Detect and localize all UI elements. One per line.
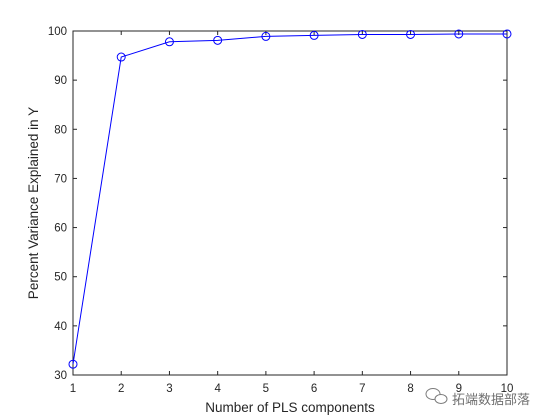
data-point xyxy=(68,359,78,369)
data-point xyxy=(357,29,367,39)
y-tick-label: 100 xyxy=(48,26,67,38)
y-tick-label: 80 xyxy=(54,124,67,136)
data-point xyxy=(164,37,174,47)
y-tick-label: 60 xyxy=(54,223,67,235)
x-tick-label: 5 xyxy=(263,383,269,395)
x-tick-label: 10 xyxy=(501,383,514,395)
data-point xyxy=(309,30,319,40)
plot-area xyxy=(72,30,508,376)
x-axis-label: Number of PLS components xyxy=(205,400,375,415)
data-point xyxy=(116,52,126,62)
x-tick-label: 3 xyxy=(166,383,172,395)
y-tick-label: 70 xyxy=(54,173,67,185)
y-axis-label: Percent Variance Explained in Y xyxy=(26,107,41,299)
data-point xyxy=(502,29,512,39)
chat-bubble-icon xyxy=(425,388,448,404)
y-tick-label: 30 xyxy=(54,370,67,382)
series-layer xyxy=(68,29,512,369)
watermark-text: 拓端数据部落 xyxy=(452,393,530,408)
x-tick-label: 4 xyxy=(214,383,221,395)
data-point xyxy=(261,31,271,41)
y-tick-label: 50 xyxy=(54,272,67,284)
y-axis-ticks: 30 40 50 60 70 80 90 100 xyxy=(48,26,507,382)
series-line xyxy=(72,33,507,365)
x-tick-label: 7 xyxy=(359,383,365,395)
y-tick-label: 90 xyxy=(54,75,67,87)
x-tick-label: 6 xyxy=(311,383,317,395)
x-tick-label: 8 xyxy=(407,383,413,395)
y-tick-label: 40 xyxy=(54,321,67,333)
data-point xyxy=(406,29,416,39)
data-point xyxy=(213,35,223,45)
x-tick-label: 9 xyxy=(456,383,462,395)
data-point xyxy=(454,29,464,39)
watermark: 拓端数据部落 xyxy=(425,388,530,408)
x-tick-label: 1 xyxy=(70,383,76,395)
x-tick-label: 2 xyxy=(118,383,124,395)
